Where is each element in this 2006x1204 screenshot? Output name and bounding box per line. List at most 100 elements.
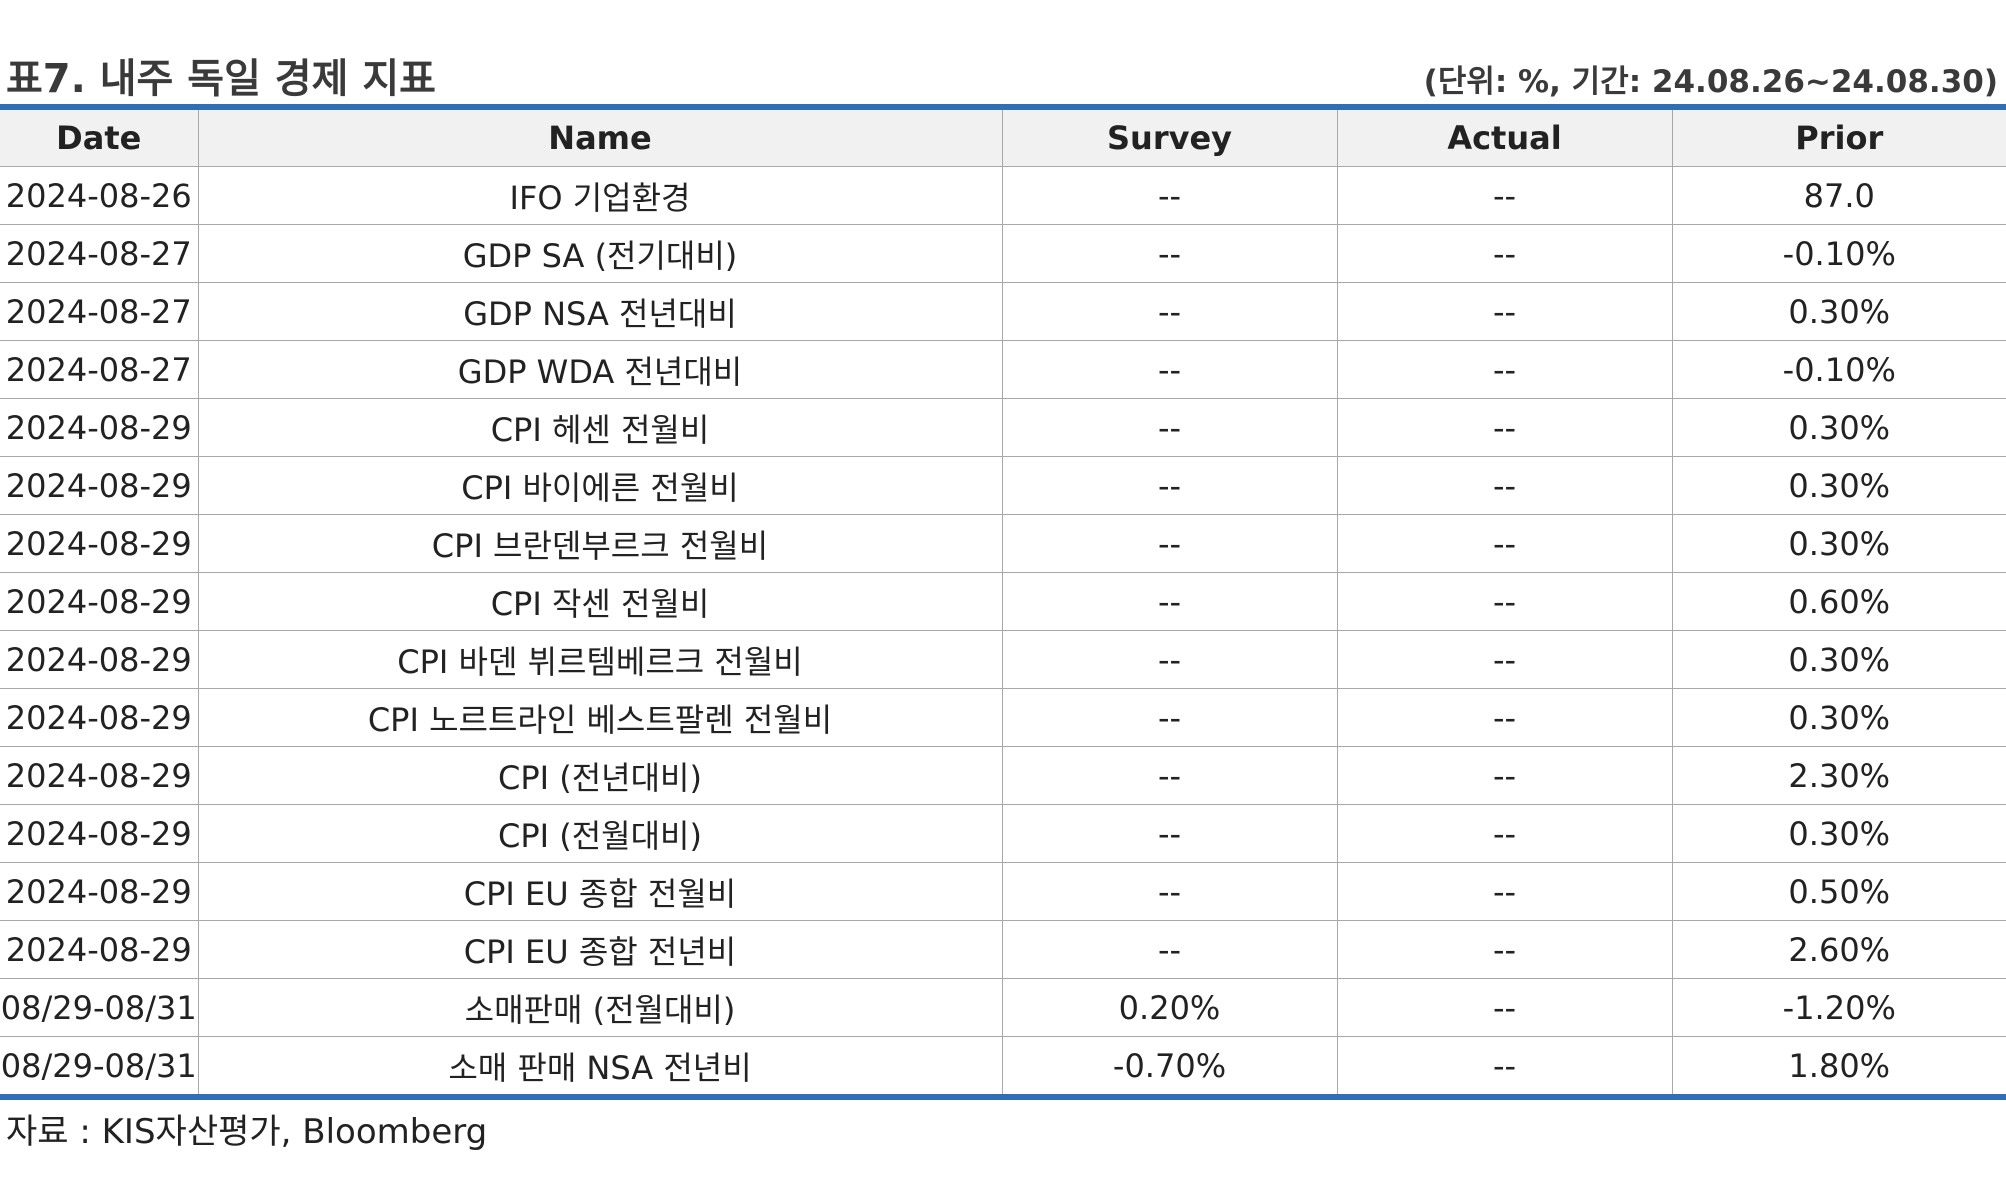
table-row: 2024-08-26 IFO 기업환경 -- -- 87.0: [0, 166, 2006, 225]
cell-survey: --: [1001, 920, 1337, 979]
cell-survey: 0.20%: [1001, 978, 1337, 1037]
cell-survey: --: [1001, 282, 1337, 341]
cell-name: GDP WDA 전년대비: [197, 340, 1002, 399]
col-header-survey: Survey: [1001, 107, 1337, 167]
cell-survey: --: [1001, 224, 1337, 283]
table-row: 2024-08-27 GDP NSA 전년대비 -- -- 0.30%: [0, 282, 2006, 341]
cell-date: 08/29-08/31: [0, 1046, 197, 1085]
cell-date: 2024-08-29: [0, 630, 198, 689]
table-title: 표7. 내주 독일 경제 지표: [6, 56, 436, 102]
table-row: 2024-08-29 CPI (전월대비) -- -- 0.30%: [0, 804, 2006, 863]
col-header-date: Date: [0, 107, 198, 167]
table-row: 2024-08-29 CPI 작센 전월비 -- -- 0.60%: [0, 572, 2006, 631]
col-header-actual: Actual: [1336, 107, 1672, 167]
table-row: 08/29-08/31 소매판매 (전월대비) 0.20% -- -1.20%: [0, 978, 2006, 1037]
cell-actual: --: [1336, 572, 1672, 631]
cell-actual: --: [1336, 746, 1672, 805]
cell-date: 2024-08-27: [0, 224, 198, 283]
cell-prior: 0.30%: [1671, 688, 2006, 747]
table-row: 2024-08-29 CPI 바이에른 전월비 -- -- 0.30%: [0, 456, 2006, 515]
cell-survey: --: [1001, 688, 1337, 747]
cell-actual: --: [1336, 398, 1672, 457]
table-row: 2024-08-29 CPI (전년대비) -- -- 2.30%: [0, 746, 2006, 805]
cell-date: 08/29-08/31: [0, 978, 198, 1037]
title-row: 표7. 내주 독일 경제 지표 (단위: %, 기간: 24.08.26~24.…: [0, 40, 2006, 102]
cell-name: CPI EU 종합 전년비: [197, 920, 1002, 979]
cell-prior: 0.30%: [1671, 456, 2006, 515]
cell-date: 2024-08-27: [0, 340, 198, 399]
cell-name: CPI EU 종합 전월비: [197, 862, 1002, 921]
cell-prior: -0.10%: [1671, 224, 2006, 283]
cell-prior: 0.30%: [1671, 514, 2006, 573]
cell-prior: -1.20%: [1671, 978, 2006, 1037]
cell-actual: --: [1336, 456, 1672, 515]
cell-name: CPI 바덴 뷔르템베르크 전월비: [197, 630, 1002, 689]
cell-date: 2024-08-29: [0, 572, 198, 631]
cell-actual: --: [1336, 514, 1672, 573]
cell-date: 2024-08-26: [0, 166, 198, 225]
cell-actual: --: [1336, 166, 1672, 225]
cell-prior: 1.80%: [1671, 1036, 2006, 1097]
cell-actual: --: [1336, 224, 1672, 283]
cell-actual: --: [1336, 804, 1672, 863]
cell-name: CPI 바이에른 전월비: [197, 456, 1002, 515]
cell-actual: --: [1336, 862, 1672, 921]
table-row: 2024-08-27 GDP WDA 전년대비 -- -- -0.10%: [0, 340, 2006, 399]
cell-prior: 0.30%: [1671, 398, 2006, 457]
table-body: 2024-08-26 IFO 기업환경 -- -- 87.0 2024-08-27 GDP …: [0, 166, 2006, 1097]
cell-name: GDP NSA 전년대비: [197, 282, 1002, 341]
cell-survey: --: [1001, 630, 1337, 689]
cell-survey: --: [1001, 166, 1337, 225]
cell-date: 2024-08-29: [0, 398, 198, 457]
cell-survey: --: [1001, 514, 1337, 573]
cell-prior: -0.10%: [1671, 340, 2006, 399]
cell-name: IFO 기업환경: [197, 166, 1002, 225]
table-row: 2024-08-29 CPI 바덴 뷔르템베르크 전월비 -- -- 0.30%: [0, 630, 2006, 689]
cell-name: CPI 작센 전월비: [197, 572, 1002, 631]
indicator-table-wrap: Date Name Survey Actual Prior 2024-08-26…: [0, 104, 2006, 1100]
cell-actual: --: [1336, 978, 1672, 1037]
cell-prior: 0.50%: [1671, 862, 2006, 921]
cell-actual: --: [1336, 282, 1672, 341]
cell-date: 2024-08-29: [0, 514, 198, 573]
table-row: 2024-08-27 GDP SA (전기대비) -- -- -0.10%: [0, 224, 2006, 283]
cell-survey: --: [1001, 572, 1337, 631]
cell-survey: -0.70%: [1001, 1036, 1337, 1097]
cell-prior: 0.30%: [1671, 804, 2006, 863]
cell-date: 2024-08-29: [0, 746, 198, 805]
table-row: 2024-08-29 CPI 브란덴부르크 전월비 -- -- 0.30%: [0, 514, 2006, 573]
cell-date: 2024-08-29: [0, 920, 198, 979]
table-row: 2024-08-29 CPI EU 종합 전월비 -- -- 0.50%: [0, 862, 2006, 921]
cell-prior: 0.30%: [1671, 282, 2006, 341]
col-header-prior: Prior: [1671, 107, 2006, 167]
col-header-name: Name: [197, 107, 1002, 167]
cell-prior: 87.0: [1671, 166, 2006, 225]
cell-actual: --: [1336, 630, 1672, 689]
cell-prior: 0.30%: [1671, 630, 2006, 689]
cell-date: 2024-08-29: [0, 862, 198, 921]
cell-prior: 2.30%: [1671, 746, 2006, 805]
cell-name: 소매 판매 NSA 전년비: [197, 1036, 1002, 1097]
unit-note: (단위: %, 기간: 24.08.26~24.08.30): [1423, 64, 1998, 100]
cell-survey: --: [1001, 398, 1337, 457]
cell-date: 2024-08-29: [0, 688, 198, 747]
cell-name: CPI 노르트라인 베스트팔렌 전월비: [197, 688, 1002, 747]
table-header-row: Date Name Survey Actual Prior: [0, 107, 2006, 167]
cell-prior: 0.60%: [1671, 572, 2006, 631]
cell-date: 2024-08-27: [0, 282, 198, 341]
source-note: 자료 : KIS자산평가, Bloomberg: [6, 1112, 488, 1152]
cell-survey: --: [1001, 746, 1337, 805]
table-row: 2024-08-29 CPI EU 종합 전년비 -- -- 2.60%: [0, 920, 2006, 979]
cell-name: CPI 브란덴부르크 전월비: [197, 514, 1002, 573]
cell-actual: --: [1336, 920, 1672, 979]
cell-survey: --: [1001, 340, 1337, 399]
cell-name: 소매판매 (전월대비): [197, 978, 1002, 1037]
table-row: 2024-08-29 CPI 헤센 전월비 -- -- 0.30%: [0, 398, 2006, 457]
cell-name: CPI (전월대비): [197, 804, 1002, 863]
cell-actual: --: [1336, 1036, 1672, 1097]
cell-name: CPI 헤센 전월비: [197, 398, 1002, 457]
cell-survey: --: [1001, 804, 1337, 863]
cell-name: CPI (전년대비): [197, 746, 1002, 805]
cell-name: GDP SA (전기대비): [197, 224, 1002, 283]
cell-date: 2024-08-29: [0, 456, 198, 515]
